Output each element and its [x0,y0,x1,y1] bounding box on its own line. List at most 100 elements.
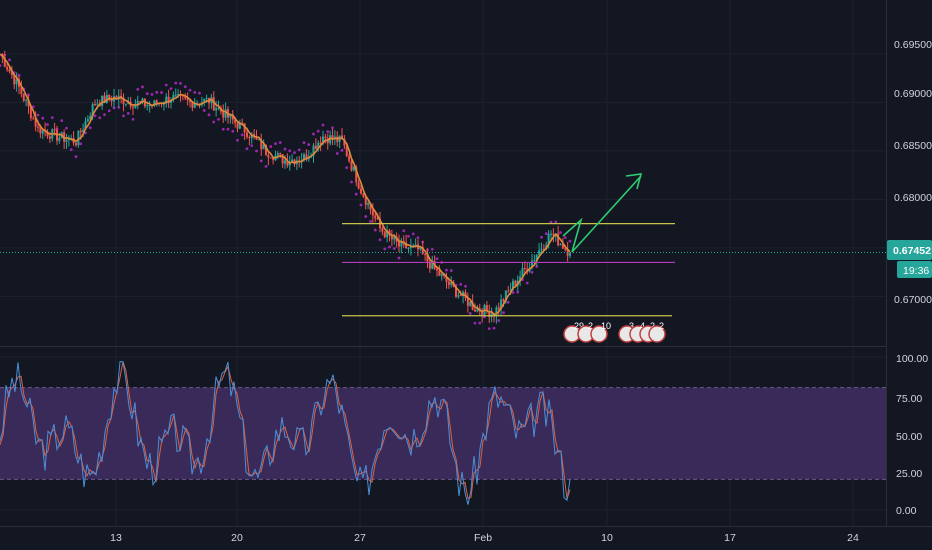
candle-body [336,136,339,142]
candle-body [564,248,567,250]
candle-body [193,103,196,108]
candle-body [469,301,472,306]
arrow-shaft [571,175,642,253]
candle-body [523,268,526,270]
candle-body [341,135,343,139]
candle-body [32,118,35,120]
stochastic-axis[interactable]: 100.00 75.00 50.00 25.00 0.00 [896,353,928,517]
psar-dot [278,141,282,144]
projection-arrows[interactable] [562,173,643,253]
psar-dot [525,281,529,285]
parabolic-sar-dots [0,53,572,331]
psar-dot [340,148,344,152]
psar-dot [250,144,254,147]
psar-dot [65,126,68,130]
psar-dot [179,81,182,85]
candle-body [412,245,415,247]
psar-dot [435,257,439,261]
psar-dot [145,92,149,96]
psar-dot [0,64,2,68]
psar-dot [388,245,391,249]
psar-dot [302,141,306,145]
candle-body [15,79,18,85]
candle-body [348,156,351,162]
candle-body [27,99,30,107]
psar-dot [188,88,192,92]
event-icons[interactable]: 29 2 10 3 4 2 2 [563,321,666,343]
psar-dot [245,147,249,151]
psar-dot [487,327,491,331]
psar-dot [364,215,368,218]
arrow-up-head [562,217,583,253]
psar-dot [169,87,173,91]
psar-dot [369,220,372,223]
stochastic-pane[interactable] [0,361,886,505]
candle-body [497,307,500,309]
psar-dot [383,247,387,251]
candle-body [279,153,282,155]
psar-dot [226,127,230,131]
candle-body [509,289,512,291]
event-count: 4 [640,321,645,331]
psar-dot [402,229,406,233]
candle-body [462,291,465,297]
psar-dot [331,126,334,130]
candle-body [447,281,450,285]
candle-body [521,268,524,277]
arrow-head [625,173,643,190]
time-tick: Feb [474,532,492,544]
candle-body [552,233,555,236]
candle-body [459,295,462,297]
candle-body [212,97,215,111]
candle-body [8,69,11,72]
candle-body [284,160,286,164]
psar-dot [103,113,106,117]
candle-body [436,268,438,271]
psar-dot [236,138,239,142]
time-axis[interactable]: 13 20 27 Feb 10 17 24 [110,532,859,544]
candle-body [393,236,396,240]
candle-body [231,114,234,120]
candle-body [569,252,571,256]
candle-body [519,276,522,281]
candle-body [91,104,94,117]
psar-dot [459,282,463,286]
candle-body [243,123,246,133]
psar-dot [549,220,553,224]
psar-dot [293,151,296,154]
event-count: 2 [659,321,664,331]
psar-dot [411,232,415,236]
candle-body [146,105,149,107]
candle-body [485,305,488,311]
candle-body [53,129,56,131]
event-count: 2 [588,321,593,331]
candle-body [364,196,367,205]
psar-dot [126,112,130,115]
candle-body [419,246,422,250]
current-price-value: 0.67452 [893,245,931,257]
price-axis[interactable]: 0.69500 0.69000 0.68500 0.68000 0.67000 [894,39,932,306]
candle-body [89,116,92,119]
psar-dot [150,93,154,96]
candle-body [191,101,194,108]
candle-body [291,159,294,163]
psar-dot [240,133,244,137]
candle-body [471,301,474,310]
candle-body [535,254,538,260]
candle-body [224,109,227,118]
psar-dot [345,166,349,170]
psar-dot [183,85,187,89]
candle-body [29,106,32,119]
price-tick: 0.68000 [894,192,932,204]
candle-body [101,95,104,107]
stochastic-tick: 25.00 [896,468,922,480]
current-price-label[interactable]: 0.67452 19:36 [887,240,932,278]
candle-body [6,66,9,70]
psar-dot [511,291,515,294]
psar-dot [174,81,178,85]
candle-body [229,114,232,118]
candle-body [312,145,315,156]
price-pane[interactable]: 29 2 10 3 4 2 2 [0,50,886,343]
